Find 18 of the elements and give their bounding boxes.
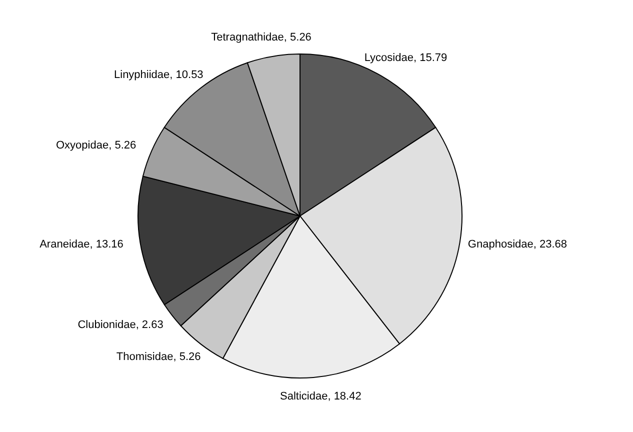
data-label: , 13.16 (90, 238, 124, 250)
data-label: , 10.53 (170, 68, 204, 81)
slice-label: Tetragnathidae (211, 32, 284, 44)
slice-label: Thomisidae (116, 351, 174, 364)
slice-label: Linyphiidae (114, 68, 170, 81)
slice-label: Gnaphosidae (468, 238, 534, 250)
data-label: , 15.79 (413, 52, 448, 64)
data-label: , 2.63 (136, 318, 164, 331)
slice-label: Oxyopidae (56, 140, 109, 152)
data-label: , 5.26 (108, 140, 136, 152)
data-label: , 5.26 (284, 32, 312, 44)
data-label: , 18.42 (328, 390, 362, 402)
slice-label: Araneidae (40, 238, 90, 250)
slice-label: Salticidae (280, 390, 328, 402)
data-label: , 5.26 (173, 351, 201, 364)
slice-label: Lycosidae (364, 52, 414, 64)
slice-label: Clubionidae (78, 318, 136, 331)
data-label: , 23.68 (533, 238, 568, 250)
